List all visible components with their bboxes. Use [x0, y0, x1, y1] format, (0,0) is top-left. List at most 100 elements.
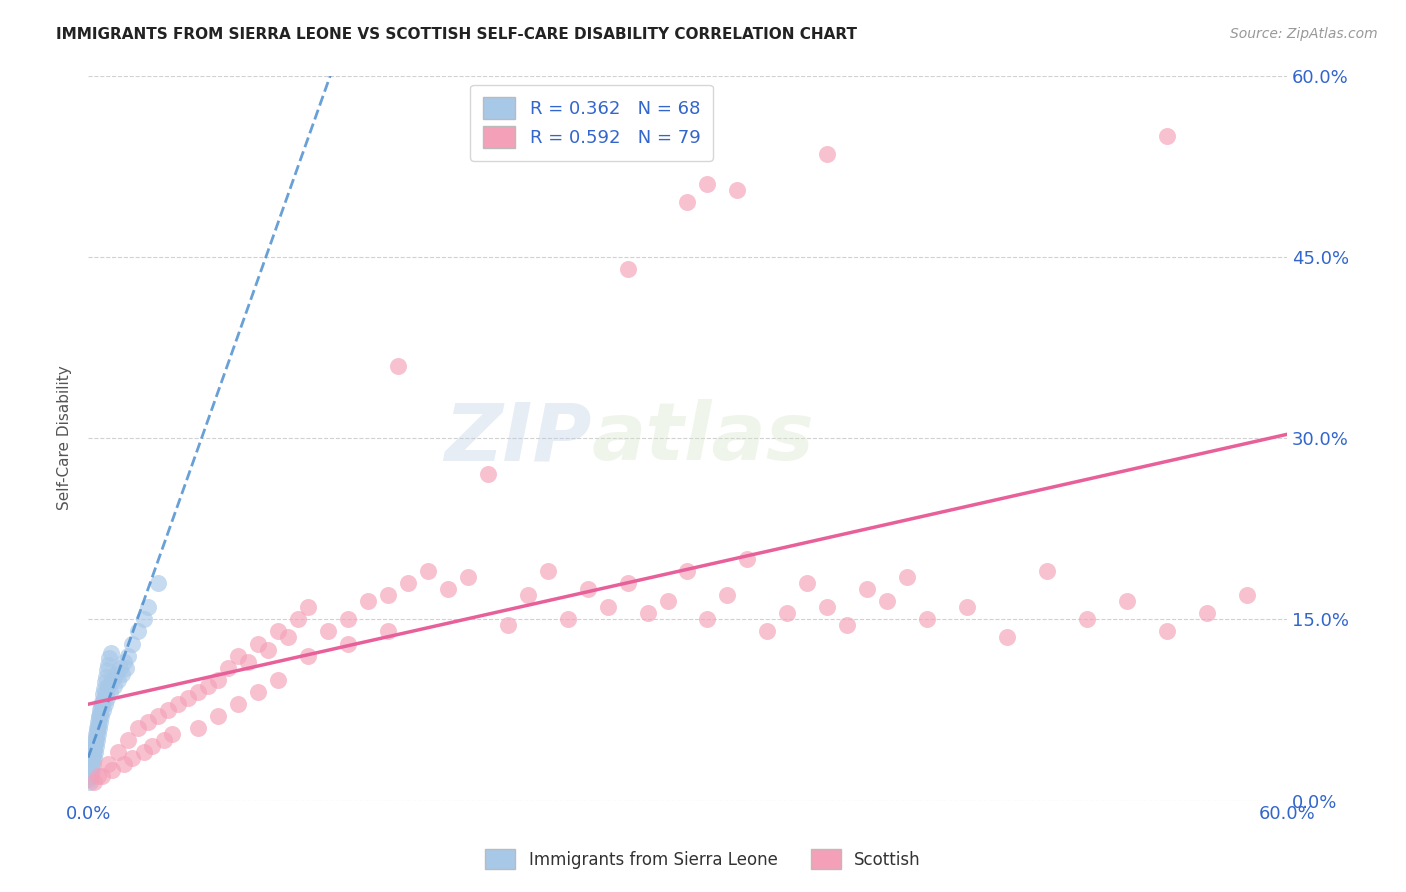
Point — [127, 624, 149, 639]
Point — [616, 261, 638, 276]
Point — [336, 612, 359, 626]
Point — [112, 655, 135, 669]
Point — [1236, 588, 1258, 602]
Point — [956, 600, 979, 615]
Point — [86, 733, 108, 747]
Point — [79, 775, 101, 789]
Point — [416, 564, 439, 578]
Point — [267, 673, 290, 687]
Point — [676, 564, 699, 578]
Point — [79, 764, 101, 778]
Point — [915, 612, 938, 626]
Point — [146, 576, 169, 591]
Point — [83, 743, 105, 757]
Point — [121, 636, 143, 650]
Point — [167, 697, 190, 711]
Text: IMMIGRANTS FROM SIERRA LEONE VS SCOTTISH SELF-CARE DISABILITY CORRELATION CHART: IMMIGRANTS FROM SIERRA LEONE VS SCOTTISH… — [56, 27, 858, 42]
Point — [1156, 128, 1178, 143]
Point — [457, 570, 479, 584]
Point — [637, 607, 659, 621]
Point — [90, 694, 112, 708]
Point — [91, 769, 114, 783]
Y-axis label: Self-Care Disability: Self-Care Disability — [58, 366, 72, 510]
Point — [207, 709, 229, 723]
Point — [287, 612, 309, 626]
Point — [277, 631, 299, 645]
Text: atlas: atlas — [592, 399, 814, 477]
Point — [496, 618, 519, 632]
Point — [1156, 624, 1178, 639]
Point — [297, 600, 319, 615]
Point — [357, 594, 380, 608]
Point — [83, 775, 105, 789]
Point — [576, 582, 599, 596]
Point — [117, 648, 139, 663]
Point — [89, 706, 111, 721]
Point — [136, 714, 159, 729]
Point — [257, 642, 280, 657]
Point — [107, 745, 129, 759]
Point — [87, 711, 110, 725]
Point — [436, 582, 458, 596]
Point — [596, 600, 619, 615]
Legend: Immigrants from Sierra Leone, Scottish: Immigrants from Sierra Leone, Scottish — [475, 838, 931, 880]
Point — [876, 594, 898, 608]
Point — [87, 714, 110, 729]
Point — [83, 736, 105, 750]
Point — [297, 648, 319, 663]
Point — [86, 719, 108, 733]
Point — [676, 195, 699, 210]
Point — [77, 769, 100, 783]
Point — [1076, 612, 1098, 626]
Point — [1036, 564, 1059, 578]
Point — [336, 636, 359, 650]
Point — [79, 767, 101, 781]
Point — [121, 751, 143, 765]
Point — [91, 687, 114, 701]
Point — [160, 727, 183, 741]
Point — [84, 733, 107, 747]
Point — [387, 359, 409, 373]
Point — [89, 714, 111, 729]
Point — [756, 624, 779, 639]
Point — [87, 727, 110, 741]
Point — [157, 703, 180, 717]
Point — [96, 663, 118, 677]
Point — [132, 745, 155, 759]
Point — [103, 679, 125, 693]
Point — [776, 607, 799, 621]
Point — [80, 755, 103, 769]
Point — [89, 703, 111, 717]
Point — [1195, 607, 1218, 621]
Point — [91, 703, 114, 717]
Point — [86, 721, 108, 735]
Point — [94, 697, 117, 711]
Point — [93, 682, 115, 697]
Point — [111, 666, 134, 681]
Text: ZIP: ZIP — [444, 399, 592, 477]
Point — [101, 764, 124, 778]
Point — [100, 646, 122, 660]
Point — [226, 648, 249, 663]
Point — [187, 721, 209, 735]
Point — [236, 655, 259, 669]
Point — [141, 739, 163, 754]
Point — [177, 690, 200, 705]
Point — [1116, 594, 1139, 608]
Point — [226, 697, 249, 711]
Point — [207, 673, 229, 687]
Point — [616, 576, 638, 591]
Point — [657, 594, 679, 608]
Point — [716, 588, 738, 602]
Point — [127, 721, 149, 735]
Point — [117, 733, 139, 747]
Point — [97, 679, 120, 693]
Point — [396, 576, 419, 591]
Point — [108, 661, 131, 675]
Point — [477, 467, 499, 482]
Point — [84, 727, 107, 741]
Point — [136, 600, 159, 615]
Point — [112, 757, 135, 772]
Point — [82, 757, 104, 772]
Point — [856, 582, 879, 596]
